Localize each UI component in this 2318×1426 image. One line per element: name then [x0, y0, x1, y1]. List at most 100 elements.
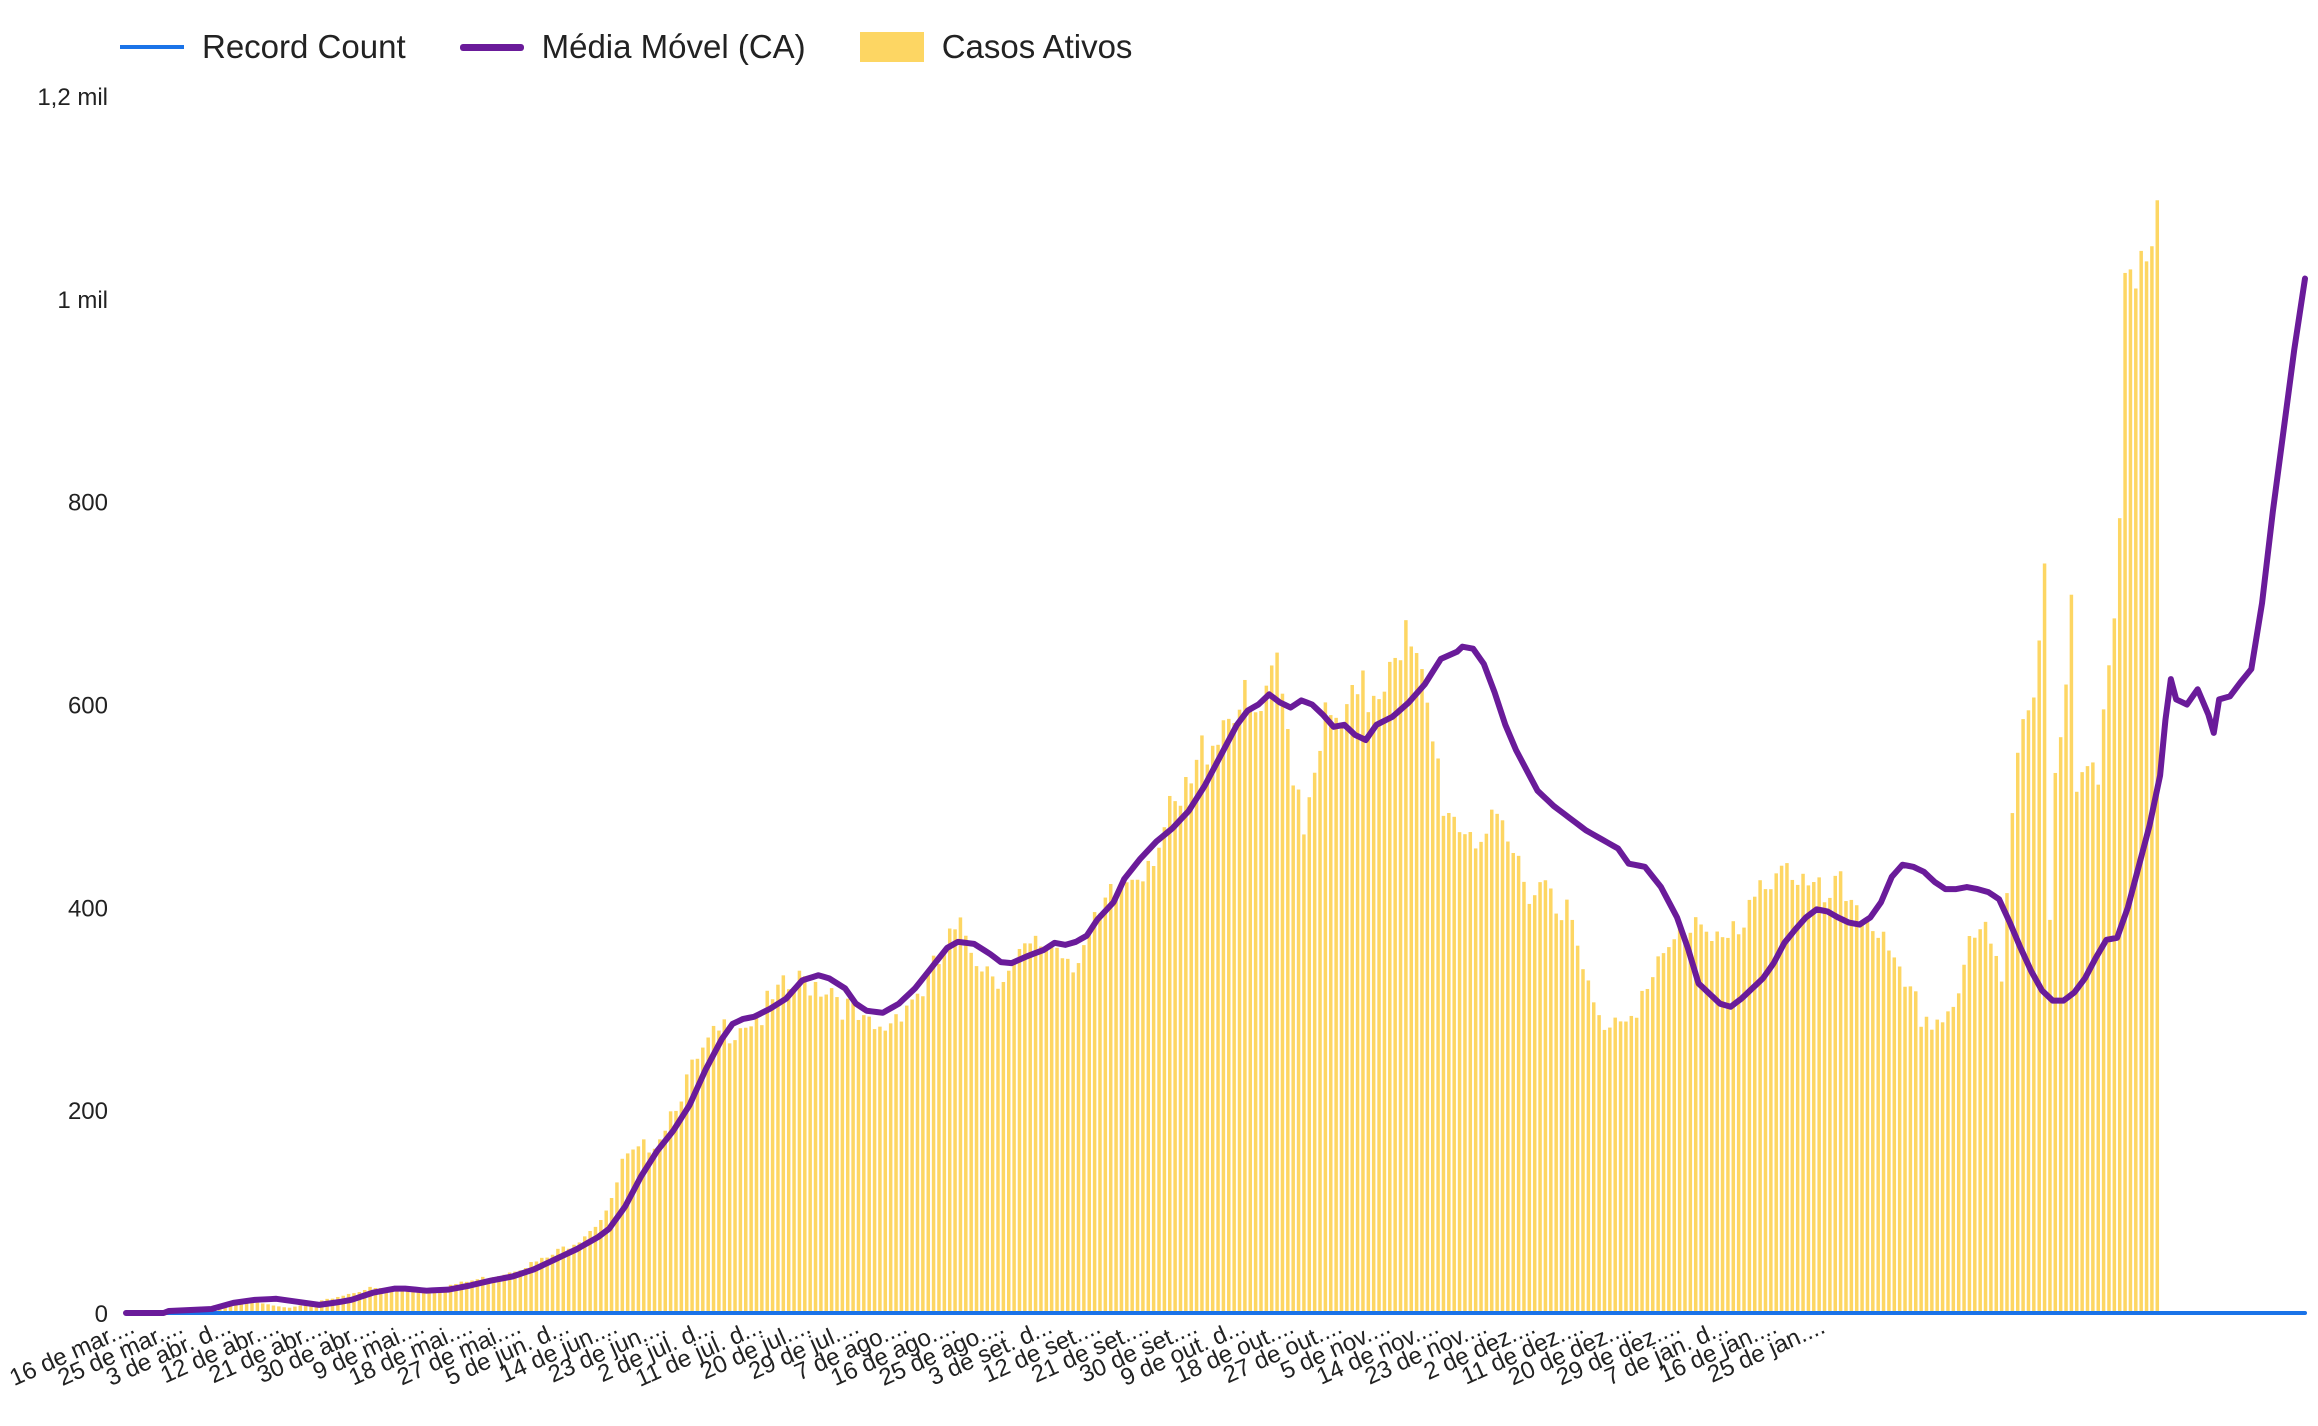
bar [1608, 1027, 1612, 1313]
bar [1516, 855, 1521, 1313]
bar [1860, 920, 1864, 1313]
bar [1951, 1006, 1956, 1313]
bar [1382, 691, 1387, 1313]
bar [529, 1262, 533, 1313]
bar [1871, 931, 1875, 1313]
bar [1039, 946, 1043, 1313]
bar [835, 997, 839, 1313]
bar [1312, 772, 1317, 1313]
bar [765, 990, 769, 1313]
bar [1586, 980, 1591, 1313]
bar [738, 1028, 743, 1313]
bar [1130, 879, 1134, 1313]
bar [824, 994, 828, 1313]
bar [1597, 1015, 1601, 1313]
bar [888, 1023, 893, 1313]
bar [706, 1037, 710, 1313]
bar [792, 988, 796, 1313]
casos-ativos-swatch [859, 32, 924, 62]
bar [1264, 685, 1269, 1313]
bar [604, 1210, 608, 1313]
bar [561, 1246, 566, 1313]
bar [2032, 697, 2036, 1313]
bar [2048, 919, 2052, 1313]
bar [1259, 711, 1263, 1313]
bar [867, 1016, 871, 1313]
bar [1532, 895, 1537, 1313]
bar [1613, 1017, 1617, 1313]
bar [1393, 657, 1397, 1313]
legend-item-media-movel[interactable]: Média Móvel (CA) [459, 28, 806, 66]
bar [862, 1015, 866, 1313]
bar [1736, 934, 1741, 1313]
bar [432, 1289, 437, 1313]
bar [2150, 246, 2154, 1314]
bar [2053, 772, 2058, 1313]
bar [1049, 942, 1054, 1313]
bar [1103, 897, 1108, 1313]
bar [808, 995, 812, 1313]
bar [502, 1274, 506, 1313]
bar [1082, 945, 1086, 1313]
bar [1967, 936, 1972, 1313]
bar [1527, 903, 1532, 1313]
bar [1334, 717, 1338, 1313]
bar [277, 1306, 281, 1313]
bar [1956, 993, 1961, 1313]
bar [1409, 646, 1414, 1313]
bar [711, 1025, 716, 1313]
bar [566, 1248, 571, 1313]
legend-item-casos-ativos[interactable]: Casos Ativos [859, 28, 1132, 66]
bar [1506, 841, 1510, 1313]
bar [2096, 784, 2100, 1313]
bar [1151, 866, 1156, 1313]
bar [915, 993, 920, 1313]
bar [1066, 958, 1070, 1313]
bar [2015, 752, 2020, 1313]
bar [2026, 710, 2031, 1313]
bar [684, 1074, 689, 1313]
bar [1296, 789, 1301, 1313]
bar [856, 1019, 861, 1313]
bar [1710, 940, 1714, 1313]
bar [1731, 921, 1736, 1313]
bar [1543, 880, 1548, 1313]
bar [588, 1231, 592, 1313]
bar [443, 1287, 447, 1313]
bar [1184, 776, 1188, 1313]
bar [1452, 816, 1456, 1313]
bar [1210, 745, 1215, 1313]
y-tick-label: 0 [95, 1301, 108, 1328]
bar [1989, 943, 1993, 1313]
bar [990, 976, 995, 1313]
bar [1629, 1015, 1634, 1313]
bar [1763, 889, 1768, 1313]
bar [1522, 881, 1526, 1313]
bar [1355, 694, 1360, 1313]
bar [1017, 948, 1022, 1313]
bar [749, 1026, 753, 1313]
bar [2144, 261, 2149, 1313]
bar [1060, 958, 1065, 1313]
bar [2010, 813, 2015, 1313]
bar [1001, 981, 1006, 1313]
bar [701, 1047, 705, 1313]
bar [1479, 841, 1483, 1313]
legend-item-record-count[interactable]: Record Count [120, 28, 406, 66]
bar [942, 952, 947, 1313]
bar [556, 1248, 560, 1313]
bar [1795, 884, 1800, 1313]
bar [1194, 759, 1199, 1313]
bar [2037, 640, 2041, 1313]
bar [1441, 815, 1446, 1313]
bar [2117, 518, 2122, 1313]
bar [400, 1289, 405, 1313]
bar [1114, 894, 1118, 1313]
bar [2107, 665, 2111, 1313]
bar [1189, 783, 1193, 1313]
bar [379, 1288, 383, 1313]
bar [534, 1261, 539, 1313]
bar [996, 988, 1000, 1313]
bar [1919, 1026, 1923, 1313]
